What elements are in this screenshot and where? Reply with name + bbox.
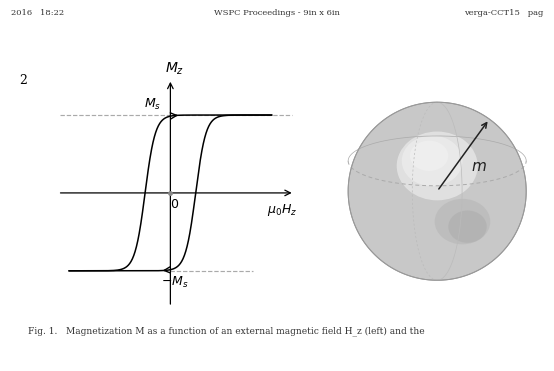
Ellipse shape xyxy=(397,132,478,200)
Ellipse shape xyxy=(448,210,487,243)
Text: 2016   18:22: 2016 18:22 xyxy=(11,9,64,17)
Text: WSPC Proceedings - 9in x 6in: WSPC Proceedings - 9in x 6in xyxy=(214,9,340,17)
Ellipse shape xyxy=(402,135,463,186)
Text: verga-CCT15   pag: verga-CCT15 pag xyxy=(464,9,543,17)
Text: $-M_s$: $-M_s$ xyxy=(161,275,189,290)
Ellipse shape xyxy=(435,199,490,244)
Text: 2: 2 xyxy=(19,74,27,87)
Text: $\mathit{m}$: $\mathit{m}$ xyxy=(471,160,487,174)
Text: $M_s$: $M_s$ xyxy=(144,97,161,112)
Text: $\mu_0 H_z$: $\mu_0 H_z$ xyxy=(266,203,297,219)
Ellipse shape xyxy=(410,141,448,171)
Polygon shape xyxy=(348,102,526,280)
Text: $M_z$: $M_z$ xyxy=(165,60,184,77)
Text: Fig. 1.   Magnetization M as a function of an external magnetic field H_z (left): Fig. 1. Magnetization M as a function of… xyxy=(28,326,424,336)
Text: $0$: $0$ xyxy=(171,198,179,211)
